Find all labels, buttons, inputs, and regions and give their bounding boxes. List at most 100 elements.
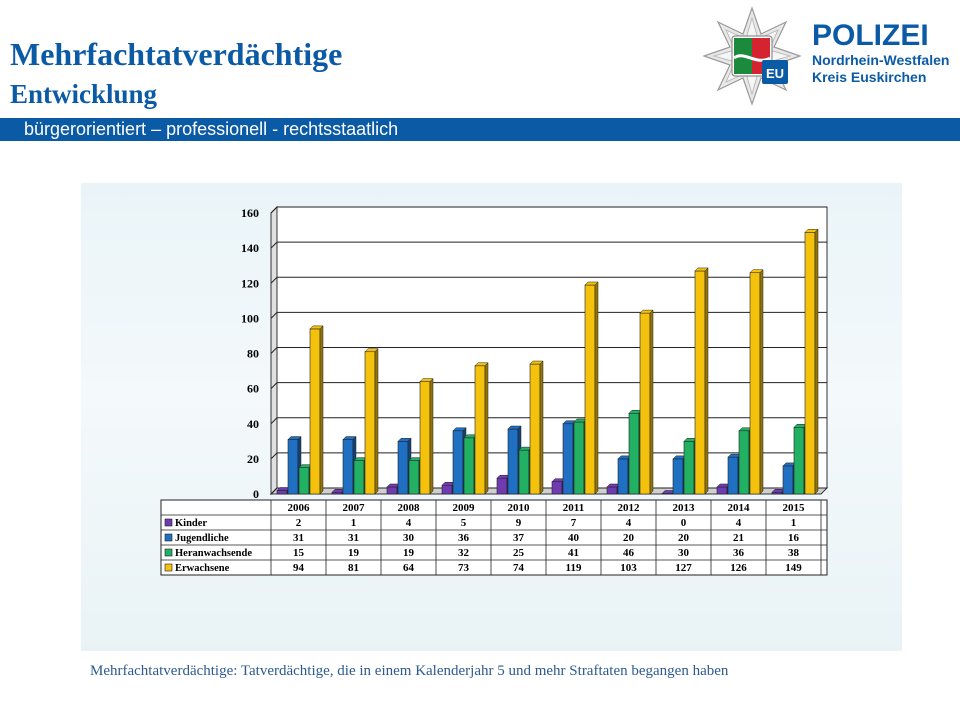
legend-swatch-kinder	[164, 518, 173, 527]
bar-jugendliche-2009	[452, 430, 464, 495]
bar-jugendliche-2014	[727, 456, 739, 495]
data-table-frame	[160, 499, 828, 576]
data-label-jugendliche: 31	[293, 532, 304, 544]
bar-kinder-2009	[441, 484, 453, 495]
data-label-kinder: 1	[791, 517, 797, 529]
bar-side-erwachsene-2006	[319, 325, 324, 495]
legend-label: Kinder	[175, 518, 207, 529]
bar-heranwachsende-2012	[628, 412, 640, 495]
bar-side-erwachsene-2015	[814, 228, 819, 495]
bar-erwachsene-2009	[474, 365, 486, 495]
data-label-erwachsene: 81	[348, 562, 359, 574]
bar-kinder-2008	[386, 486, 398, 495]
data-label-jugendliche: 31	[348, 532, 359, 544]
x-category-label: 2012	[618, 502, 641, 514]
bar-erwachsene-2014	[749, 272, 761, 495]
bar-kinder-2014	[716, 486, 728, 495]
data-label-erwachsene: 126	[730, 562, 747, 574]
x-category-label: 2011	[563, 502, 584, 514]
bar-erwachsene-2015	[804, 232, 816, 495]
data-label-jugendliche: 21	[733, 532, 744, 544]
y-tick-label: 100	[241, 311, 259, 325]
y-tick-label: 120	[241, 276, 259, 290]
bar-kinder-2010	[496, 477, 508, 495]
bar-erwachsene-2008	[419, 381, 431, 495]
x-category-label: 2015	[783, 502, 806, 514]
bar-erwachsene-2012	[639, 312, 651, 495]
y-tick-label: 40	[247, 417, 259, 431]
data-label-heranwachsende: 19	[348, 547, 360, 559]
data-label-heranwachsende: 19	[403, 547, 415, 559]
bar-erwachsene-2007	[364, 351, 376, 495]
data-label-erwachsene: 64	[403, 562, 415, 574]
data-label-jugendliche: 20	[623, 532, 635, 544]
logo-district: Kreis Euskirchen	[812, 69, 927, 85]
bar-jugendliche-2010	[507, 428, 519, 495]
slogan-banner: bürgerorientiert – professionell - recht…	[0, 118, 960, 141]
data-label-erwachsene: 73	[458, 562, 470, 574]
data-label-kinder: 0	[681, 517, 687, 529]
data-label-heranwachsende: 41	[568, 547, 579, 559]
data-label-heranwachsende: 25	[513, 547, 525, 559]
bar-erwachsene-2013	[694, 270, 706, 495]
chart-panel: 0 20 40 60 80 100 120 140 160 2006 2007 2008 2009 201…	[81, 183, 902, 651]
bar-heranwachsende-2014	[738, 430, 750, 495]
data-label-erwachsene: 119	[566, 562, 582, 574]
legend-label: Heranwachsende	[175, 548, 252, 559]
bar-side-erwachsene-2014	[759, 269, 764, 495]
data-label-jugendliche: 40	[568, 532, 580, 544]
bar-jugendliche-2012	[617, 458, 629, 495]
bar-side-erwachsene-2011	[594, 281, 599, 495]
legend-label: Jugendliche	[175, 533, 229, 544]
police-logo: EU POLIZEI Nordrhein-Westfalen Kreis Eus…	[700, 6, 950, 106]
bar-erwachsene-2006	[309, 328, 321, 495]
logo-text: POLIZEI Nordrhein-Westfalen Kreis Euskir…	[812, 20, 949, 86]
logo-brand: POLIZEI	[812, 19, 929, 52]
data-label-jugendliche: 37	[513, 532, 525, 544]
bar-heranwachsende-2013	[683, 441, 695, 495]
bar-kinder-2011	[551, 481, 563, 495]
y-tick-label: 80	[247, 347, 259, 361]
bar-jugendliche-2013	[672, 458, 684, 495]
data-label-kinder: 9	[516, 517, 522, 529]
bar-kinder-2015	[771, 491, 783, 495]
page-title: Mehrfachtatverdächtige	[10, 36, 343, 72]
x-category-label: 2007	[343, 502, 366, 514]
bar-erwachsene-2010	[529, 363, 541, 495]
bar-side-erwachsene-2007	[374, 348, 379, 495]
y-tick-label: 160	[241, 206, 259, 220]
data-label-erwachsene: 74	[513, 562, 525, 574]
bar-heranwachsende-2007	[353, 460, 365, 495]
footnote: Mehrfachtatverdächtige: Tatverdächtige, …	[90, 663, 729, 679]
data-label-kinder: 7	[571, 517, 577, 529]
data-label-heranwachsende: 15	[293, 547, 305, 559]
y-gridline	[270, 206, 827, 214]
data-label-erwachsene: 94	[293, 562, 305, 574]
y-tick-label: 20	[247, 452, 259, 466]
bar-kinder-2012	[606, 486, 618, 495]
x-category-label: 2013	[673, 502, 696, 514]
y-gridline	[270, 241, 827, 249]
legend-swatch-erwachsene	[164, 563, 173, 572]
x-category-label: 2014	[728, 502, 751, 514]
data-label-kinder: 5	[461, 517, 467, 529]
bar-kinder-2007	[331, 491, 343, 495]
data-label-jugendliche: 20	[678, 532, 690, 544]
bar-side-erwachsene-2010	[539, 360, 544, 495]
legend-swatch-heranwachsende	[164, 548, 173, 557]
x-category-label: 2009	[453, 502, 476, 514]
bar-side-erwachsene-2013	[704, 267, 709, 495]
bar-heranwachsende-2011	[573, 421, 585, 495]
bar-kinder-2006	[276, 490, 288, 495]
bar-jugendliche-2011	[562, 423, 574, 495]
bar-heranwachsende-2008	[408, 460, 420, 495]
bar-erwachsene-2011	[584, 284, 596, 495]
slogan-text: bürgerorientiert – professionell - recht…	[24, 119, 399, 139]
legend-label: Erwachsene	[175, 563, 230, 574]
bar-jugendliche-2008	[397, 441, 409, 495]
bar-heranwachsende-2010	[518, 449, 530, 495]
y-tick-label: 140	[241, 241, 259, 255]
bar-jugendliche-2007	[342, 439, 354, 495]
logo-state: Nordrhein-Westfalen	[812, 52, 950, 68]
